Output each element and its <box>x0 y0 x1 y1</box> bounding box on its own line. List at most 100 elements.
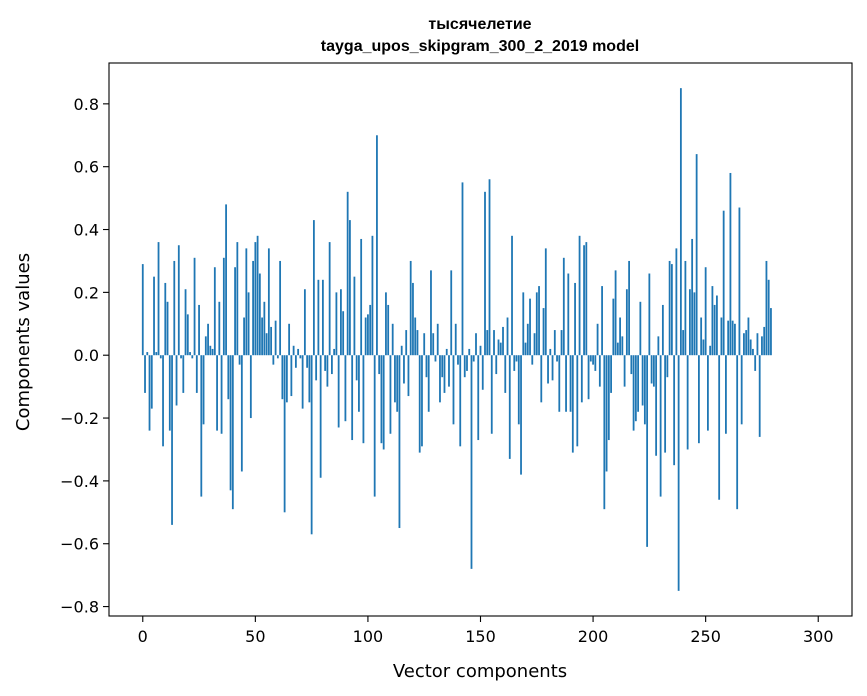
bar-166 <box>515 355 518 362</box>
bar-12 <box>168 355 171 431</box>
x-tick-label: 100 <box>353 627 384 646</box>
bar-85 <box>333 348 336 356</box>
bar-154 <box>488 179 491 356</box>
bar-20 <box>186 314 189 356</box>
bar-102 <box>371 235 374 356</box>
bar-4 <box>150 355 153 409</box>
y-tick-label: 0.8 <box>74 95 99 114</box>
bar-232 <box>664 355 667 453</box>
bar-42 <box>236 242 239 356</box>
bar-2 <box>146 352 149 356</box>
bar-116 <box>403 355 405 384</box>
bar-145 <box>468 348 471 356</box>
bar-5 <box>153 276 155 356</box>
bar-10 <box>164 282 167 356</box>
bar-256 <box>718 355 721 500</box>
bar-249 <box>702 339 705 356</box>
x-tick-label: 150 <box>465 627 496 646</box>
bar-192 <box>574 282 576 356</box>
bar-37 <box>225 204 227 356</box>
bar-195 <box>580 355 583 403</box>
bar-202 <box>596 323 599 356</box>
bar-68 <box>294 355 297 368</box>
bar-134 <box>443 355 446 393</box>
bar-205 <box>603 355 606 510</box>
bar-277 <box>765 260 768 356</box>
bar-56 <box>267 248 270 356</box>
bar-38 <box>227 355 230 400</box>
bar-16 <box>177 245 180 356</box>
bar-105 <box>378 355 381 375</box>
bar-236 <box>673 355 676 466</box>
x-axis-ticks: 0 50 100 150 200 250 300 <box>138 616 834 646</box>
bar-173 <box>531 355 534 365</box>
bar-216 <box>628 260 630 356</box>
bar-165 <box>513 355 516 371</box>
bar-182 <box>551 355 554 381</box>
bar-244 <box>691 238 694 356</box>
bar-229 <box>657 336 660 356</box>
bar-82 <box>326 355 329 387</box>
bar-218 <box>632 355 635 431</box>
bar-251 <box>707 355 709 431</box>
bar-204 <box>601 286 603 356</box>
bar-135 <box>445 348 448 356</box>
y-axis-label: Components values <box>13 253 34 431</box>
bar-83 <box>328 242 331 356</box>
bar-72 <box>303 289 306 356</box>
bar-101 <box>369 304 372 356</box>
bar-57 <box>270 326 273 356</box>
bar-170 <box>524 342 527 356</box>
bar-131 <box>436 323 439 356</box>
bar-30 <box>209 345 212 356</box>
bar-264 <box>736 355 739 510</box>
bar-153 <box>486 330 489 356</box>
bar-92 <box>349 220 351 356</box>
bar-91 <box>346 191 349 356</box>
bar-217 <box>630 355 633 375</box>
x-tick-label: 300 <box>803 627 834 646</box>
bar-161 <box>504 355 507 393</box>
bar-45 <box>243 317 245 356</box>
bar-36 <box>222 257 225 356</box>
bar-238 <box>677 355 680 591</box>
bar-128 <box>430 270 432 356</box>
bar-127 <box>427 355 430 412</box>
bar-222 <box>641 355 644 406</box>
bar-87 <box>337 355 340 428</box>
bar-40 <box>231 355 234 510</box>
bar-185 <box>558 355 561 412</box>
bar-146 <box>470 355 473 569</box>
bar-137 <box>450 270 453 356</box>
bar-93 <box>351 355 354 441</box>
bar-224 <box>646 355 649 547</box>
plot-frame <box>108 62 853 617</box>
bar-78 <box>317 279 320 356</box>
bar-95 <box>355 355 358 381</box>
bar-198 <box>587 355 590 400</box>
bar-17 <box>180 355 182 359</box>
bar-77 <box>315 355 318 381</box>
bar-110 <box>389 355 392 434</box>
bar-248 <box>700 317 703 356</box>
bar-132 <box>439 355 441 403</box>
bar-29 <box>207 323 209 356</box>
bar-191 <box>571 355 574 453</box>
bar-24 <box>195 355 198 393</box>
bar-49 <box>252 260 254 356</box>
bar-25 <box>198 304 200 356</box>
bar-97 <box>360 238 363 356</box>
y-tick-label: 0.4 <box>74 221 99 240</box>
bar-98 <box>362 355 365 444</box>
bar-266 <box>740 355 743 425</box>
bar-179 <box>544 248 547 356</box>
bar-258 <box>722 210 725 356</box>
bar-167 <box>517 355 520 425</box>
bar-184 <box>556 355 558 362</box>
bar-155 <box>490 355 493 434</box>
bar-261 <box>729 172 732 356</box>
bar-252 <box>709 345 712 356</box>
bar-240 <box>682 330 685 356</box>
bar-59 <box>274 320 277 356</box>
